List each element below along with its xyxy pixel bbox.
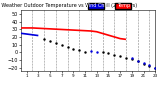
Text: Wind Chill: Wind Chill [84,3,108,8]
Text: Milwaukee Weather Outdoor Temperature vs Wind Chill (24 Hours): Milwaukee Weather Outdoor Temperature vs… [0,3,138,8]
Text: Temp: Temp [117,3,130,8]
